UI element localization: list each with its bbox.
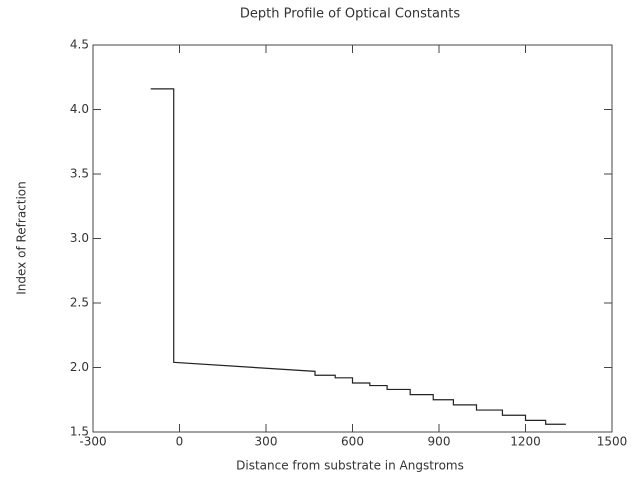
y-tick-label: 3.5 (70, 167, 89, 181)
y-tick-label: 4.5 (70, 38, 89, 52)
x-tick-label: 900 (428, 435, 451, 449)
data-line (150, 88, 566, 425)
x-tick-label: 1500 (597, 435, 628, 449)
x-tick-label: 1200 (510, 435, 541, 449)
y-tick-label: 1.5 (70, 425, 89, 439)
y-tick-label: 4.0 (70, 102, 89, 116)
x-axis-label: Distance from substrate in Angstroms (236, 459, 464, 473)
chart-title: Depth Profile of Optical Constants (240, 7, 460, 22)
x-tick-label: 300 (255, 435, 278, 449)
x-tick-label: 600 (341, 435, 364, 449)
x-tick-label: -300 (79, 435, 106, 449)
y-axis-label: Index of Refraction (15, 181, 29, 295)
plot-frame (92, 44, 613, 433)
x-tick-label: 0 (176, 435, 184, 449)
y-tick-label: 2.0 (70, 360, 89, 374)
y-tick-label: 2.5 (70, 296, 89, 310)
y-tick-label: 3.0 (70, 231, 89, 245)
